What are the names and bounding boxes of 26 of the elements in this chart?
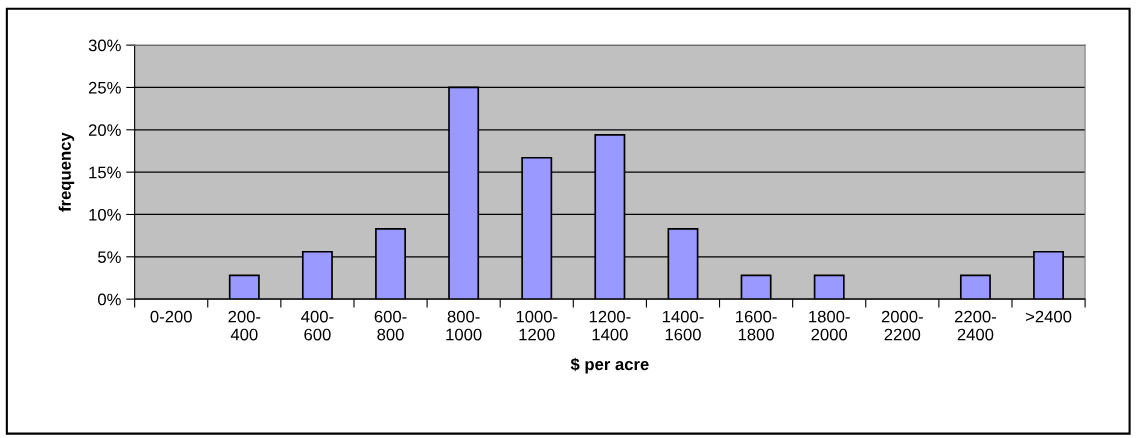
x-tick-label: 600- 800 [374, 310, 407, 341]
x-axis-title: $ per acre [570, 357, 649, 374]
bar [740, 274, 772, 300]
y-tick-label: 0% [98, 293, 121, 306]
x-tick-label: 1000- 1200 [516, 310, 558, 341]
x-tick-label: 200- 400 [228, 310, 261, 341]
x-tick-label: >2400 [1025, 310, 1072, 323]
x-tick-label: 400- 600 [301, 310, 334, 341]
x-tick-label: 800- 1000 [446, 310, 482, 341]
y-tick-label: 20% [88, 124, 121, 136]
bar [959, 274, 991, 300]
x-tick-label: 0-200 [150, 310, 192, 323]
y-axis-title: frequency [58, 132, 75, 212]
y-tick-label: 15% [89, 166, 121, 179]
x-tick-label: 1800- 2000 [809, 310, 850, 341]
x-tick-label: 1400- 1600 [662, 310, 704, 341]
x-tick-label: 1200- 1400 [589, 310, 631, 341]
x-tick-label: 2200- 2400 [954, 310, 996, 341]
x-tick-label: 2000- 2200 [881, 310, 923, 341]
y-tick-label: 30% [88, 39, 121, 52]
bar [228, 274, 260, 300]
y-tick-label: 10% [89, 208, 121, 221]
bar [813, 274, 845, 300]
x-tick-label: 1600- 1800 [736, 310, 777, 341]
y-tick-label: 25% [88, 81, 121, 94]
y-tick-label: 5% [98, 251, 121, 264]
